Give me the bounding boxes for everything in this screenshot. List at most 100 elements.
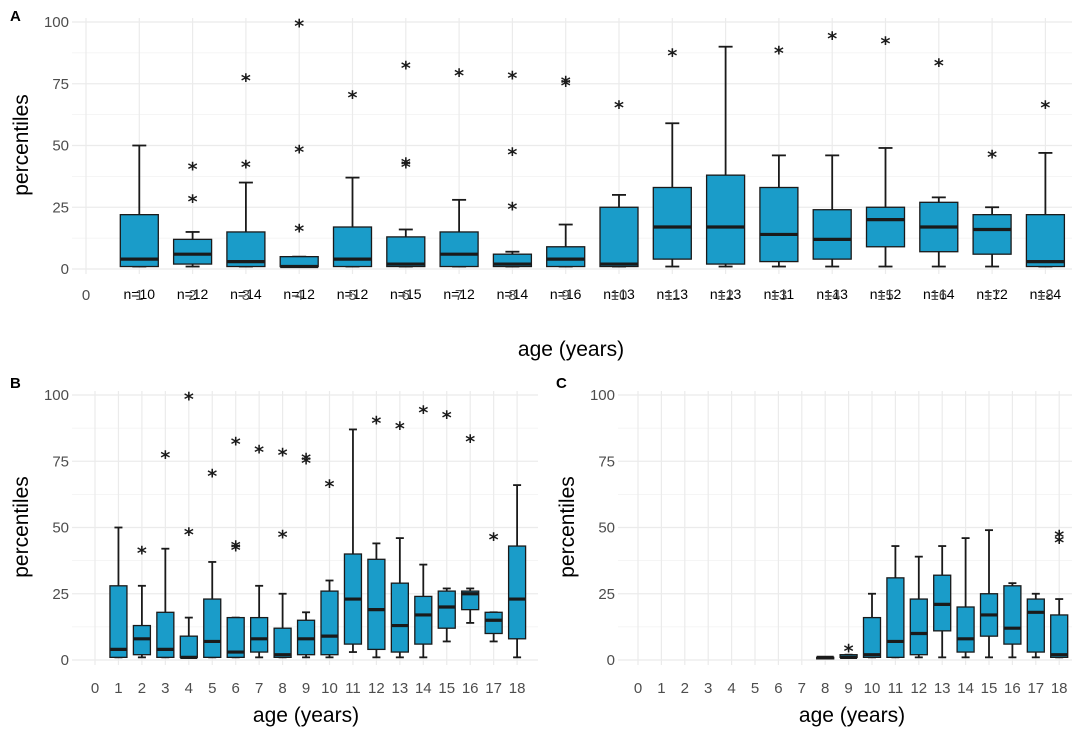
x-tick-label: 0 xyxy=(634,680,642,697)
outlier-point: * xyxy=(188,191,198,213)
sample-size-label: n=11 xyxy=(764,286,795,302)
iqr-box xyxy=(1026,598,1045,653)
box-age-16: * xyxy=(919,55,959,268)
outlier-point: * xyxy=(294,220,304,242)
y-tick-label: 50 xyxy=(52,520,69,537)
iqr-box xyxy=(599,206,639,268)
box-age-4: * * * xyxy=(279,15,319,269)
outlier-point: * xyxy=(401,156,411,178)
iqr-box xyxy=(1003,585,1022,645)
y-tick-label: 75 xyxy=(52,76,69,93)
outlier-point: * xyxy=(160,447,170,469)
x-tick-label: 4 xyxy=(185,680,193,697)
box-age-11: * xyxy=(652,45,692,268)
x-tick-label: 18 xyxy=(1037,287,1054,304)
box-age-2: * xyxy=(132,542,152,659)
panel-a-y-axis-title: percentiles xyxy=(10,94,33,196)
x-tick-label: 2 xyxy=(188,287,196,304)
y-tick-label: 75 xyxy=(52,453,69,470)
iqr-box xyxy=(546,246,586,268)
panel-c-y-axis-title: percentiles xyxy=(556,476,579,578)
x-tick-label: 12 xyxy=(368,680,385,697)
box-age-4: ** xyxy=(179,389,198,659)
panel-c-x-axis-title: age (years) xyxy=(799,704,905,727)
x-tick-label: 8 xyxy=(278,680,286,697)
box-age-11 xyxy=(886,545,905,659)
x-tick-label: 1 xyxy=(114,680,122,697)
iqr-box xyxy=(226,616,245,658)
x-tick-label: 6 xyxy=(232,680,240,697)
box-age-12 xyxy=(705,45,746,268)
outlier-point: * xyxy=(207,466,217,488)
outlier-point: * xyxy=(301,452,311,474)
box-age-15 xyxy=(979,529,999,659)
panel-a-x-ticks: 0 1 2 3 4 5 6 7 8 9 10 11 12 13 14 15 16 17 18 xyxy=(82,287,1054,304)
outlier-point: * xyxy=(184,389,194,411)
box-age-13: * xyxy=(759,43,799,268)
box-age-2: ** xyxy=(172,159,213,268)
box-age-13: * xyxy=(390,418,410,659)
outlier-point: * xyxy=(325,476,335,498)
iqr-box xyxy=(705,174,746,265)
panel-a-x-axis-title: age (years) xyxy=(518,338,624,361)
sample-size-label: n=14 xyxy=(923,286,955,302)
x-tick-label: 5 xyxy=(348,287,356,304)
x-tick-label: 16 xyxy=(1004,680,1021,697)
box-age-14 xyxy=(956,537,975,659)
outlier-point: * xyxy=(301,450,311,472)
x-tick-label: 18 xyxy=(509,680,526,697)
box-age-1 xyxy=(119,144,159,268)
iqr-box xyxy=(886,577,905,658)
outlier-point: * xyxy=(188,159,198,181)
outlier-point: * xyxy=(278,526,288,548)
box-age-12 xyxy=(909,555,928,659)
y-tick-label: 25 xyxy=(52,199,69,216)
box-age-13 xyxy=(933,545,952,659)
iqr-box xyxy=(109,585,128,658)
x-tick-label: 8 xyxy=(508,287,516,304)
x-tick-label: 9 xyxy=(562,287,570,304)
x-tick-label: 6 xyxy=(402,287,410,304)
x-tick-label: 15 xyxy=(877,287,894,304)
box-age-8: ** xyxy=(273,444,292,659)
sample-size-label: n=13 xyxy=(816,286,848,302)
box-age-16: * xyxy=(461,431,480,624)
outlier-point: * xyxy=(231,537,241,559)
x-tick-label: 2 xyxy=(681,680,689,697)
outlier-point: * xyxy=(987,146,997,168)
x-tick-label: 11 xyxy=(345,680,361,697)
x-tick-label: 13 xyxy=(771,287,788,304)
iqr-box xyxy=(203,598,222,658)
outlier-point: * xyxy=(371,413,381,435)
box-age-14: * xyxy=(414,402,433,659)
sample-size-label: n=12 xyxy=(177,286,209,302)
panel-a: A ** ********* **** **** ** **** n=10 n=12 n=14… xyxy=(10,8,1072,361)
iqr-box xyxy=(812,209,852,260)
x-tick-label: 15 xyxy=(438,680,455,697)
x-tick-label: 5 xyxy=(208,680,216,697)
x-tick-label: 13 xyxy=(934,680,951,697)
outlier-point: * xyxy=(827,28,837,50)
y-tick-label: 75 xyxy=(598,453,615,470)
iqr-box xyxy=(172,238,213,265)
x-tick-label: 2 xyxy=(138,680,146,697)
outlier-point: * xyxy=(454,65,464,87)
panel-c-letter: C xyxy=(556,375,567,392)
outlier-point: * xyxy=(1054,526,1064,548)
iqr-box xyxy=(484,611,503,635)
outlier-point: * xyxy=(561,75,571,97)
sample-size-label: n=24 xyxy=(1030,286,1062,302)
box-age-8 xyxy=(816,655,835,660)
outlier-point: * xyxy=(667,45,677,67)
box-age-3: * xyxy=(156,447,175,659)
box-age-10: * xyxy=(599,97,639,268)
outlier-point: * xyxy=(231,434,241,456)
panel-c-x-ticks: 0 1 2 3 4 5 6 7 8 9 10 11 12 13 14 15 16 17 18 xyxy=(634,680,1068,697)
sample-size-label: n=13 xyxy=(657,286,689,302)
sample-size-label: n=12 xyxy=(283,286,315,302)
x-tick-label: 0 xyxy=(91,680,99,697)
box-age-15: * xyxy=(865,33,906,268)
panel-a-boxes: ** ********* **** **** ** **** xyxy=(119,15,1066,269)
